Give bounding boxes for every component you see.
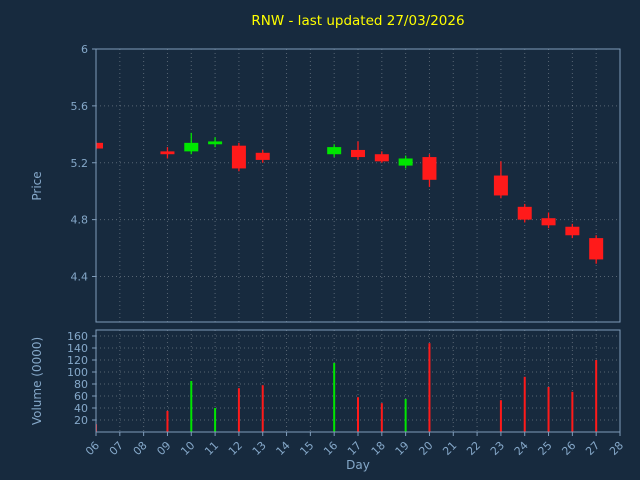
tick-marks	[92, 48, 621, 436]
volume-tick-label: 140	[67, 342, 88, 355]
volume-tick-label: 20	[74, 414, 88, 427]
day-tick-label: 19	[393, 439, 412, 458]
volume-bar	[214, 408, 217, 432]
volume-tick-label: 160	[67, 330, 88, 343]
volume-tick-label: 100	[67, 366, 88, 379]
candle	[565, 223, 580, 239]
price-tick-label: 4.8	[71, 214, 89, 227]
grid-lines	[95, 48, 621, 432]
price-panel-border	[95, 48, 621, 323]
volume-bar	[428, 343, 431, 432]
volume-bar	[333, 363, 336, 432]
volume-tick-label: 120	[67, 354, 88, 367]
candle	[231, 142, 246, 172]
day-tick-label: 27	[583, 439, 602, 458]
candle	[255, 149, 270, 163]
price-tick-label: 5.2	[71, 157, 89, 170]
day-tick-label: 20	[416, 439, 435, 458]
volume-bar	[190, 381, 193, 432]
day-tick-label: 26	[559, 439, 578, 458]
candle	[351, 141, 365, 160]
candle	[96, 141, 103, 150]
volume-bar	[595, 360, 598, 432]
day-tick-label: 07	[107, 439, 126, 458]
candle	[327, 144, 342, 158]
day-tick-label: 25	[536, 439, 555, 458]
day-axis-label: Day	[346, 458, 370, 472]
candle	[422, 154, 437, 187]
day-tick-label: 06	[83, 439, 102, 458]
price-tick-label: 6	[81, 43, 88, 56]
price-tick-label: 5.6	[71, 100, 89, 113]
day-tick-label: 28	[607, 439, 626, 458]
day-tick-label: 18	[369, 439, 388, 458]
day-tick-label: 08	[131, 439, 150, 458]
volume-bar	[237, 388, 240, 432]
day-tick-label: 10	[178, 439, 197, 458]
chart-title: RNW - last updated 27/03/2026	[251, 13, 465, 29]
volume-bar	[380, 403, 383, 432]
volume-bar	[499, 400, 502, 432]
volume-bar	[261, 385, 264, 432]
volume-bar	[357, 397, 359, 432]
volume-series	[96, 343, 598, 432]
volume-tick-label: 80	[74, 378, 88, 391]
day-tick-label: 17	[345, 439, 364, 458]
day-tick-label: 23	[488, 439, 507, 458]
volume-tick-label: 60	[74, 390, 88, 403]
day-tick-label: 11	[202, 439, 221, 458]
candle	[208, 137, 223, 148]
candle	[517, 203, 532, 223]
day-tick-label: 13	[250, 439, 269, 458]
day-tick-label: 21	[440, 439, 459, 458]
candle	[589, 235, 604, 264]
day-tick-label: 15	[297, 439, 316, 458]
volume-bar	[547, 387, 550, 432]
day-tick-label: 09	[154, 439, 173, 458]
volume-bar	[166, 411, 169, 432]
day-tick-label: 24	[512, 439, 531, 458]
volume-bar	[571, 391, 574, 432]
candle	[374, 151, 389, 163]
candle	[160, 147, 175, 159]
volume-tick-label: 40	[74, 402, 88, 415]
candle	[398, 155, 413, 169]
price-tick-label: 4.4	[71, 271, 89, 284]
candlestick-series	[96, 132, 604, 264]
day-tick-label: 14	[274, 439, 293, 458]
candle	[184, 132, 199, 155]
candle	[493, 161, 508, 199]
day-tick-label: 12	[226, 439, 245, 458]
volume-bar	[404, 399, 407, 432]
candle	[541, 212, 556, 229]
volume-bar	[523, 376, 526, 432]
day-tick-label: 22	[464, 439, 483, 458]
day-tick-label: 16	[321, 439, 340, 458]
